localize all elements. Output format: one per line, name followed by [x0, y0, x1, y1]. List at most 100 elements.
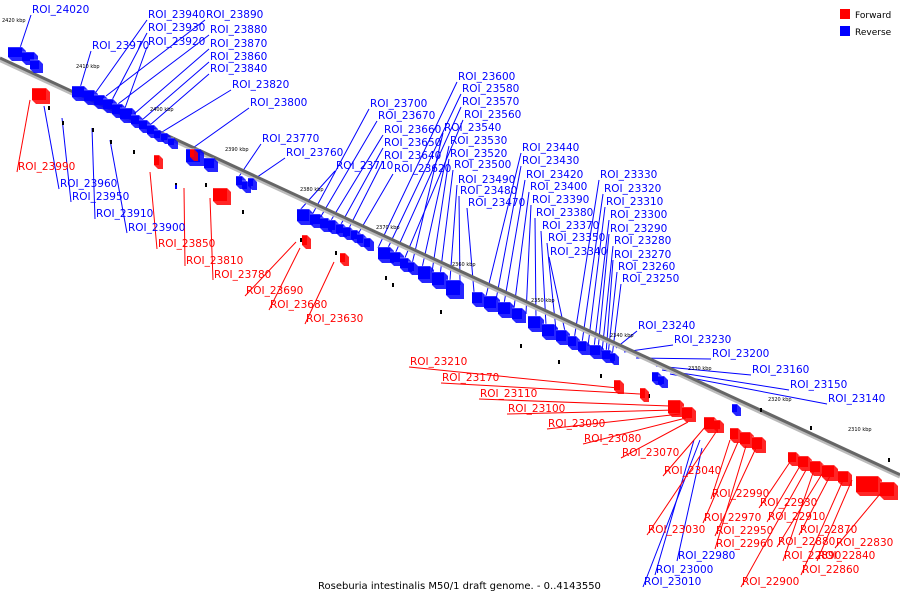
reverse-gene-block[interactable] [542, 323, 558, 340]
gene-label[interactable]: ROI_22880 [778, 536, 835, 548]
gene-label[interactable]: ROI_23350 [548, 232, 605, 244]
gene-label[interactable]: ROI_23850 [158, 238, 215, 250]
forward-gene-block[interactable] [614, 379, 624, 394]
gene-label[interactable]: ROI_22980 [678, 550, 735, 562]
gene-label[interactable]: ROI_23680 [270, 299, 327, 311]
gene-label[interactable]: ROI_23990 [18, 161, 75, 173]
forward-gene-block[interactable] [740, 431, 754, 448]
forward-gene-block[interactable] [640, 387, 649, 402]
forward-gene-block[interactable] [752, 436, 766, 453]
gene-label[interactable]: ROI_22990 [712, 488, 769, 500]
gene-label[interactable]: ROI_23810 [186, 255, 243, 267]
gene-label[interactable]: ROI_23140 [828, 393, 885, 405]
gene-label[interactable]: ROI_23800 [250, 97, 307, 109]
gene-label[interactable]: ROI_23760 [286, 147, 343, 159]
gene-label[interactable]: ROI_22910 [768, 511, 825, 523]
gene-label[interactable]: ROI_23030 [648, 524, 705, 536]
reverse-gene-block[interactable] [168, 137, 178, 149]
forward-gene-block[interactable] [856, 475, 882, 496]
gene-label[interactable]: ROI_23770 [262, 133, 319, 145]
gene-label[interactable]: ROI_23250 [622, 273, 679, 285]
reverse-gene-block[interactable] [364, 237, 374, 251]
gene-label[interactable]: ROI_23890 [206, 9, 263, 21]
gene-label[interactable]: ROI_23950 [72, 191, 129, 203]
gene-label[interactable]: ROI_23690 [246, 285, 303, 297]
reverse-gene-block[interactable] [610, 352, 619, 365]
gene-label[interactable]: ROI_23900 [128, 222, 185, 234]
gene-label[interactable]: ROI_23860 [210, 51, 267, 63]
gene-label[interactable]: ROI_23440 [522, 142, 579, 154]
gene-label[interactable]: ROI_22870 [800, 524, 857, 536]
gene-label[interactable]: ROI_23570 [462, 96, 519, 108]
gene-label[interactable]: ROI_23000 [656, 564, 713, 576]
gene-label[interactable]: ROI_23700 [370, 98, 427, 110]
gene-label[interactable]: ROI_23600 [458, 71, 515, 83]
forward-gene-block[interactable] [880, 481, 898, 500]
gene-label[interactable]: ROI_23920 [148, 36, 205, 48]
forward-gene-block[interactable] [682, 406, 696, 422]
forward-gene-block[interactable] [190, 148, 198, 161]
gene-label[interactable]: ROI_22900 [742, 576, 799, 588]
gene-label[interactable]: ROI_23210 [410, 356, 467, 368]
reverse-gene-block[interactable] [418, 265, 434, 283]
reverse-gene-block[interactable] [658, 375, 668, 388]
gene-label[interactable]: ROI_23870 [210, 38, 267, 50]
gene-label[interactable]: ROI_23960 [60, 178, 117, 190]
gene-label[interactable]: ROI_23710 [336, 160, 393, 172]
gene-label[interactable]: ROI_24020 [32, 4, 89, 16]
gene-label[interactable]: ROI_23160 [752, 364, 809, 376]
reverse-gene-block[interactable] [578, 340, 590, 355]
gene-label[interactable]: ROI_23500 [454, 159, 511, 171]
forward-gene-block[interactable] [788, 451, 800, 466]
gene-label[interactable]: ROI_23090 [548, 418, 605, 430]
forward-gene-block[interactable] [340, 252, 349, 266]
reverse-gene-block[interactable] [204, 157, 218, 172]
forward-gene-block[interactable] [302, 234, 311, 249]
forward-gene-block[interactable] [798, 455, 812, 471]
gene-label[interactable]: ROI_23400 [530, 181, 587, 193]
gene-label[interactable]: ROI_22970 [704, 512, 761, 524]
gene-label[interactable]: ROI_23080 [584, 433, 641, 445]
forward-gene-block[interactable] [668, 399, 684, 417]
gene-label[interactable]: ROI_23540 [444, 122, 501, 134]
gene-label[interactable]: ROI_23940 [148, 9, 205, 21]
gene-label[interactable]: ROI_23910 [96, 208, 153, 220]
gene-label[interactable]: ROI_23290 [610, 223, 667, 235]
gene-label[interactable]: ROI_23390 [532, 194, 589, 206]
forward-gene-block[interactable] [838, 470, 852, 486]
gene-label[interactable]: ROI_23420 [526, 169, 583, 181]
gene-label[interactable]: ROI_23560 [464, 109, 521, 121]
gene-label[interactable]: ROI_23310 [606, 196, 663, 208]
reverse-gene-block[interactable] [408, 261, 418, 275]
reverse-gene-block[interactable] [446, 279, 464, 299]
gene-label[interactable]: ROI_23150 [790, 379, 847, 391]
reverse-gene-block[interactable] [432, 271, 448, 289]
reverse-gene-block[interactable] [8, 46, 26, 61]
gene-label[interactable]: ROI_23100 [508, 403, 565, 415]
gene-label[interactable]: ROI_23380 [536, 207, 593, 219]
gene-label[interactable]: ROI_23620 [394, 163, 451, 175]
gene-label[interactable]: ROI_23470 [468, 197, 525, 209]
gene-label[interactable]: ROI_23630 [306, 313, 363, 325]
gene-label[interactable]: ROI_23580 [462, 83, 519, 95]
gene-label[interactable]: ROI_23300 [610, 209, 667, 221]
gene-label[interactable]: ROI_23170 [442, 372, 499, 384]
gene-label[interactable]: ROI_23640 [384, 150, 441, 162]
reverse-gene-block[interactable] [528, 315, 544, 332]
gene-label[interactable]: ROI_23490 [458, 174, 515, 186]
forward-gene-block[interactable] [32, 87, 50, 104]
forward-gene-block[interactable] [213, 187, 231, 205]
gene-label[interactable]: ROI_23040 [664, 465, 721, 477]
gene-label[interactable]: ROI_23110 [480, 388, 537, 400]
gene-label[interactable]: ROI_22930 [760, 497, 817, 509]
gene-label[interactable]: ROI_23840 [210, 63, 267, 75]
gene-label[interactable]: ROI_22950 [716, 525, 773, 537]
gene-label[interactable]: ROI_23340 [550, 246, 607, 258]
gene-label[interactable]: ROI_23430 [522, 155, 579, 167]
reverse-gene-block[interactable] [568, 335, 580, 350]
reverse-gene-block[interactable] [590, 344, 604, 359]
gene-label[interactable]: ROI_23010 [644, 576, 701, 588]
forward-gene-block[interactable] [730, 427, 742, 443]
gene-label[interactable]: ROI_23200 [712, 348, 769, 360]
forward-gene-block[interactable] [154, 154, 163, 169]
